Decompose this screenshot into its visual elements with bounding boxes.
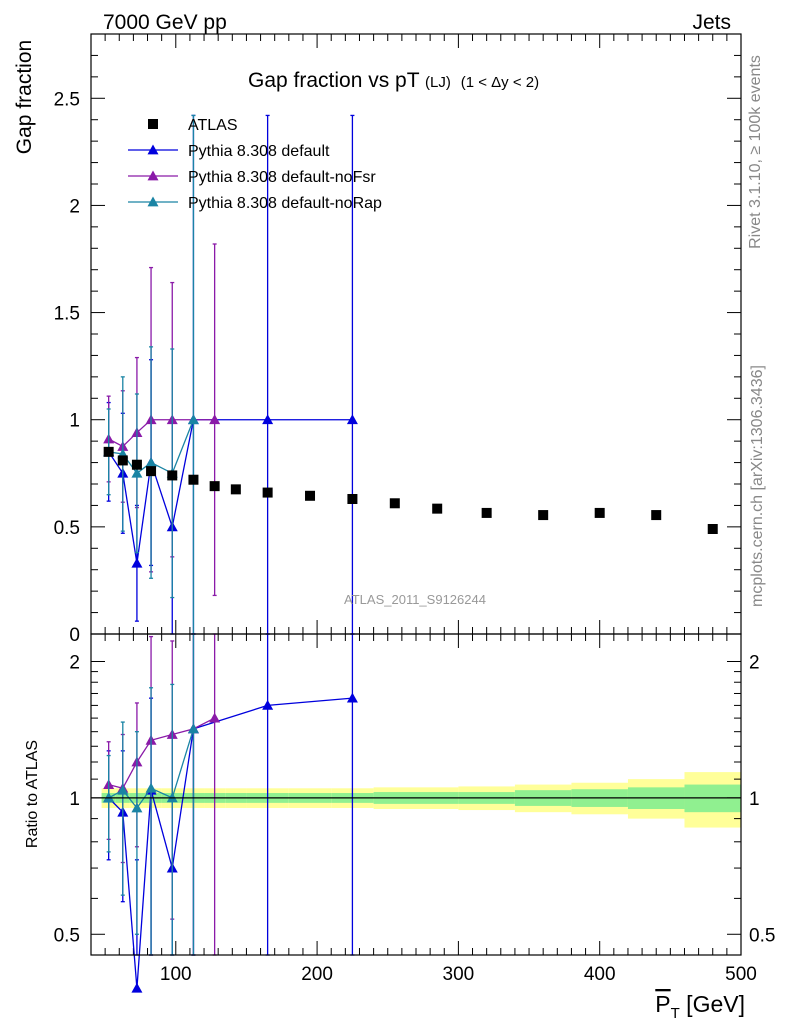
ratio-xlabel: PT [GeV]: [655, 991, 745, 1022]
series-line: [108, 419, 215, 448]
ratio-series-point: [346, 692, 358, 703]
series-point: [131, 467, 143, 478]
atlas-data-point: [103, 446, 114, 457]
header-right: Jets: [692, 11, 731, 34]
ratio-series-point: [131, 982, 143, 993]
main-ytick-label: 1.5: [54, 304, 80, 325]
ratio-ytick-label: 0.5: [54, 925, 80, 946]
atlas-data-point: [432, 503, 443, 514]
legend-label: Pythia 8.308 default-noFsr: [188, 169, 376, 186]
atlas-data-point: [230, 484, 241, 495]
ratio-series-point: [262, 699, 274, 710]
atlas-data-point: [651, 510, 662, 521]
ratio-series-point: [131, 802, 143, 813]
ratio-series: [103, 633, 358, 993]
ratio-ytick-label-right: 0.5: [749, 925, 775, 946]
series-line: [108, 419, 353, 564]
ratio-ytick-label-right: 2: [749, 652, 760, 673]
xlabel-unit: [GeV]: [680, 991, 745, 1017]
header-left: 7000 GeV pp: [103, 11, 227, 34]
main-ytick-label: 2.5: [54, 89, 80, 110]
main-ytick-label: 0.5: [54, 518, 80, 539]
atlas-data-point: [389, 498, 400, 509]
ratio-xtick-label: 100: [160, 964, 192, 985]
atlas-data-point: [347, 494, 358, 504]
legend-marker: [147, 170, 159, 181]
main-ticks: 0.5 1 1.5 2 2.5: [54, 34, 742, 634]
ratio-ylabel: Ratio to ATLAS: [24, 740, 41, 848]
atlas-data-point: [594, 507, 605, 518]
atlas-data-point: [209, 481, 220, 492]
ratio-uncertainty-bands: [101, 772, 741, 828]
ratio-frame: [90, 633, 742, 956]
ratio-series-point: [209, 712, 221, 723]
ratio-panel: 0.5 0.5 1 1 2 2 100 200 300 400 500 Ratio to ATLAS…: [24, 633, 775, 1022]
ratio-xtick-label: 300: [443, 964, 475, 985]
main-title-range: (1 < Δy < 2): [461, 74, 539, 91]
main-series: [103, 114, 718, 635]
series-point: [262, 414, 274, 425]
ratio-series-point: [145, 782, 157, 793]
series-point: [209, 414, 221, 425]
atlas-data-point: [707, 524, 718, 534]
xlabel-p: P: [655, 991, 670, 1017]
main-ytick-label: 2: [69, 196, 80, 217]
xlabel-sub: T: [671, 1005, 680, 1022]
watermark-label: ATLAS_2011_S9126244: [344, 592, 486, 607]
ratio-xtick-label: 200: [301, 964, 333, 985]
mcplots-label: mcplots.cern.ch [arXiv:1306.3436]: [749, 365, 766, 607]
atlas-data-point: [146, 466, 157, 477]
atlas-data-point: [305, 490, 316, 501]
main-ytick-label: 1: [69, 411, 80, 432]
legend-label: Pythia 8.308 default: [188, 143, 330, 160]
atlas-data-point: [481, 507, 492, 518]
legend-label: Pythia 8.308 default-noRap: [188, 195, 382, 212]
ratio-series-point: [117, 784, 129, 795]
ratio-series-line: [108, 717, 215, 790]
main-ylabel: Gap fraction: [13, 40, 36, 154]
ratio-xtick-label: 400: [584, 964, 616, 985]
series-point: [187, 414, 199, 425]
main-title-text: Gap fraction vs pT: [248, 69, 420, 92]
ratio-series-line: [108, 697, 353, 989]
ratio-ytick-label-right: 1: [749, 789, 760, 810]
legend-label: ATLAS: [188, 117, 238, 134]
series-point: [346, 414, 358, 425]
atlas-data-point: [538, 510, 549, 521]
legend-marker-atlas: [148, 119, 158, 129]
atlas-data-point: [131, 459, 142, 470]
main-ytick-zero: 0: [69, 625, 80, 646]
ratio-ytick-label: 1: [69, 789, 80, 810]
main-title-suffix: (LJ): [425, 74, 451, 91]
ratio-ytick-label: 2: [69, 652, 80, 673]
atlas-data-point: [262, 487, 273, 498]
series-point: [131, 557, 143, 568]
atlas-data-point: [167, 470, 178, 481]
series-point: [145, 457, 157, 467]
atlas-data-point: [188, 474, 199, 485]
main-panel: 0.5 1 1.5 2 2.5 Gap fraction Gap fraction vs…: [13, 33, 742, 646]
legend: ATLAS Pythia 8.308 default Pythia 8.308 de…: [128, 117, 382, 212]
ratio-series-point: [187, 723, 199, 734]
legend-marker: [147, 196, 159, 207]
rivet-label: Rivet 3.1.10, ≥ 100k events: [747, 55, 764, 249]
main-title: Gap fraction vs pT (LJ) (1 < Δy < 2): [248, 69, 539, 92]
ratio-xtick-label: 500: [725, 964, 757, 985]
legend-marker: [147, 144, 159, 155]
atlas-data-point: [117, 455, 128, 466]
